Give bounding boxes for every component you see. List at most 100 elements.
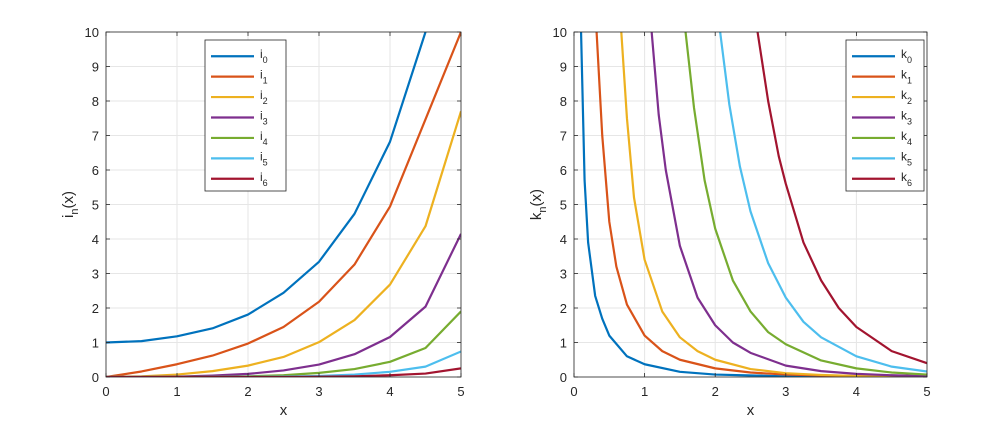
- legend-label-k1: k1: [901, 68, 912, 86]
- legend-label-k6: k6: [901, 170, 912, 188]
- legend-label-k5: k5: [901, 149, 912, 167]
- legend-label-sub: 3: [907, 117, 912, 127]
- y-tick-label: 9: [92, 60, 99, 75]
- y-tick-label: 6: [560, 163, 567, 178]
- y-tick-label: 7: [92, 129, 99, 144]
- legend-label-sub: 4: [263, 137, 268, 147]
- legend-label-sub: 5: [907, 157, 912, 167]
- legend-label-sub: 1: [907, 76, 912, 86]
- y-tick-label: 2: [92, 301, 99, 316]
- legend-label-sub: 3: [263, 117, 268, 127]
- y-tick-label: 5: [92, 198, 99, 213]
- x-tick-label: 1: [173, 384, 180, 399]
- y-tick-label: 7: [560, 129, 567, 144]
- y-tick-label: 5: [560, 198, 567, 213]
- legend-label-main: i: [260, 68, 263, 82]
- y-axis-label: kn(x): [528, 189, 549, 220]
- x-tick-label: 0: [102, 384, 109, 399]
- legend-label-i1: i1: [260, 68, 268, 86]
- y-tick-label: 4: [560, 232, 567, 247]
- x-tick-label: 3: [315, 384, 322, 399]
- series-line-k6: [756, 32, 927, 365]
- legend-label-sub: 6: [263, 178, 268, 188]
- y-tick-label: 10: [85, 25, 99, 40]
- y-tick-label: 8: [92, 94, 99, 109]
- legend-label-main: k: [901, 68, 908, 82]
- x-tick-label: 5: [457, 384, 464, 399]
- legend-label-sub: 4: [907, 137, 912, 147]
- y-tick-label: 6: [92, 163, 99, 178]
- x-tick-label: 3: [782, 384, 789, 399]
- legend-label-main: k: [901, 149, 908, 163]
- series-line-k5: [719, 32, 927, 373]
- y-tick-label: 10: [553, 25, 567, 40]
- y-tick-label: 4: [92, 232, 99, 247]
- legend-label-sub: 0: [263, 55, 268, 65]
- y-tick-label: 2: [560, 301, 567, 316]
- y-axis-label-sub: n: [537, 206, 549, 212]
- y-axis-label-tail: (x): [528, 189, 545, 207]
- y-axis-label-main: k: [528, 212, 545, 220]
- legend-label-i6: i6: [260, 170, 268, 188]
- legend-label-main: i: [260, 170, 263, 184]
- legend-label-sub: 1: [263, 76, 268, 86]
- y-tick-label: 3: [560, 267, 567, 282]
- legend-label-main: i: [260, 109, 263, 123]
- series-line-k2: [620, 32, 927, 377]
- legend-label-i5: i5: [260, 149, 268, 167]
- legend-label-main: k: [901, 129, 908, 143]
- x-axis-label: x: [747, 402, 755, 419]
- legend-box: [845, 39, 925, 192]
- x-axis-label: x: [280, 402, 288, 419]
- legend-label-k0: k0: [901, 47, 912, 65]
- y-axis-label-main: i: [60, 215, 77, 218]
- legend-label-main: k: [901, 47, 908, 61]
- legend-label-main: k: [901, 170, 908, 184]
- x-tick-label: 2: [712, 384, 719, 399]
- y-tick-label: 0: [560, 370, 567, 385]
- series-line-i0: [106, 32, 427, 344]
- legend-label-main: k: [901, 109, 908, 123]
- legend-label-i2: i2: [260, 88, 268, 106]
- legend-label-sub: 2: [907, 96, 912, 106]
- legend-label-i0: i0: [260, 47, 268, 65]
- legend-label-sub: 6: [907, 178, 912, 188]
- legend-label-main: i: [260, 129, 263, 143]
- y-tick-label: 1: [560, 336, 567, 351]
- y-tick-label: 0: [92, 370, 99, 385]
- x-tick-label: 1: [641, 384, 648, 399]
- series-line-k4: [684, 32, 927, 376]
- y-tick-label: 1: [92, 336, 99, 351]
- y-tick-label: 8: [560, 94, 567, 109]
- x-tick-label: 0: [570, 384, 577, 399]
- x-tick-label: 4: [386, 384, 393, 399]
- legend-box: [204, 39, 287, 192]
- legend-label-main: i: [260, 88, 263, 102]
- y-tick-label: 3: [92, 267, 99, 282]
- legend-label-main: k: [901, 88, 908, 102]
- x-tick-label: 5: [923, 384, 930, 399]
- legend-label-sub: 0: [907, 55, 912, 65]
- x-tick-label: 4: [853, 384, 860, 399]
- series-line-i2: [106, 111, 461, 377]
- y-axis-label-sub: n: [69, 209, 81, 215]
- legend-label-main: i: [260, 149, 263, 163]
- legend-label-k2: k2: [901, 88, 912, 106]
- legend-label-i3: i3: [260, 109, 268, 127]
- y-axis-label: in(x): [60, 191, 81, 218]
- legend-label-sub: 2: [263, 96, 268, 106]
- legend-label-i4: i4: [260, 129, 268, 147]
- y-axis-label-tail: (x): [60, 191, 77, 209]
- legend-label-sub: 5: [263, 157, 268, 167]
- legend-label-k3: k3: [901, 109, 912, 127]
- legend-label-main: i: [260, 47, 263, 61]
- series-line-i1: [106, 32, 461, 377]
- x-tick-label: 2: [244, 384, 251, 399]
- y-tick-label: 9: [560, 60, 567, 75]
